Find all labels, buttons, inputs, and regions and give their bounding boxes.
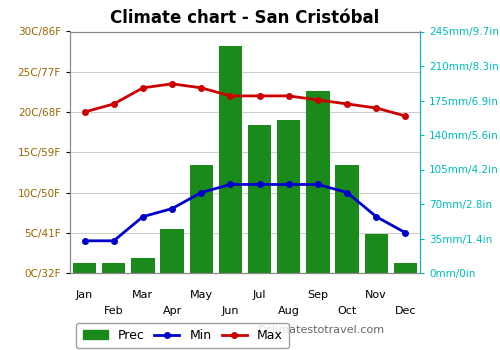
Text: Mar: Mar [132,290,154,300]
Bar [73,263,96,273]
Bar [364,233,388,273]
Text: Dec: Dec [394,306,416,316]
Bar [277,120,300,273]
Text: Sep: Sep [308,290,328,300]
Bar [160,229,184,273]
Legend: Prec, Min, Max: Prec, Min, Max [76,323,288,348]
Text: Oct: Oct [338,306,356,316]
Bar [190,164,213,273]
Text: Aug: Aug [278,306,299,316]
Text: ©climatestotravel.com: ©climatestotravel.com [256,325,384,335]
Bar [131,258,154,273]
Text: Apr: Apr [162,306,182,316]
Bar [394,263,417,273]
Title: Climate chart - San Cristóbal: Climate chart - San Cristóbal [110,9,380,27]
Text: Feb: Feb [104,306,124,316]
Bar [102,263,126,273]
Text: Jan: Jan [76,290,93,300]
Bar [219,46,242,273]
Text: Jun: Jun [222,306,239,316]
Text: Jul: Jul [253,290,266,300]
Bar [306,91,330,273]
Bar [336,164,359,273]
Text: May: May [190,290,213,300]
Text: Nov: Nov [366,290,387,300]
Bar [248,125,271,273]
